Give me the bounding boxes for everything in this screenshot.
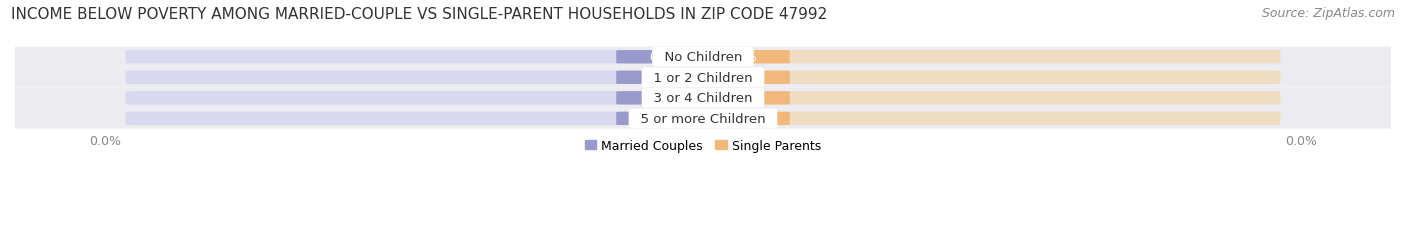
Text: Source: ZipAtlas.com: Source: ZipAtlas.com (1261, 7, 1395, 20)
Text: 0.0%: 0.0% (650, 71, 679, 85)
Text: 0.0%: 0.0% (727, 71, 756, 85)
FancyBboxPatch shape (616, 51, 711, 64)
FancyBboxPatch shape (13, 68, 1393, 88)
FancyBboxPatch shape (13, 109, 1393, 129)
Text: 0.0%: 0.0% (727, 92, 756, 105)
FancyBboxPatch shape (695, 112, 1281, 125)
Text: 0.0%: 0.0% (727, 51, 756, 64)
Text: 3 or 4 Children: 3 or 4 Children (645, 92, 761, 105)
FancyBboxPatch shape (695, 92, 790, 105)
FancyBboxPatch shape (13, 88, 1393, 109)
Text: 0.0%: 0.0% (650, 51, 679, 64)
FancyBboxPatch shape (695, 51, 790, 64)
Text: No Children: No Children (655, 51, 751, 64)
Legend: Married Couples, Single Parents: Married Couples, Single Parents (581, 134, 825, 157)
Text: 1 or 2 Children: 1 or 2 Children (645, 71, 761, 85)
Text: 5 or more Children: 5 or more Children (631, 112, 775, 125)
Text: 0.0%: 0.0% (650, 112, 679, 125)
FancyBboxPatch shape (695, 71, 1281, 85)
Text: 0.0%: 0.0% (727, 112, 756, 125)
FancyBboxPatch shape (13, 47, 1393, 68)
FancyBboxPatch shape (695, 51, 1281, 64)
FancyBboxPatch shape (616, 71, 711, 85)
FancyBboxPatch shape (695, 71, 790, 85)
FancyBboxPatch shape (125, 51, 711, 64)
FancyBboxPatch shape (125, 71, 711, 85)
Text: INCOME BELOW POVERTY AMONG MARRIED-COUPLE VS SINGLE-PARENT HOUSEHOLDS IN ZIP COD: INCOME BELOW POVERTY AMONG MARRIED-COUPL… (11, 7, 828, 22)
FancyBboxPatch shape (695, 112, 790, 125)
Text: 0.0%: 0.0% (650, 92, 679, 105)
FancyBboxPatch shape (695, 92, 1281, 105)
FancyBboxPatch shape (616, 112, 711, 125)
FancyBboxPatch shape (616, 92, 711, 105)
FancyBboxPatch shape (125, 112, 711, 125)
FancyBboxPatch shape (125, 92, 711, 105)
